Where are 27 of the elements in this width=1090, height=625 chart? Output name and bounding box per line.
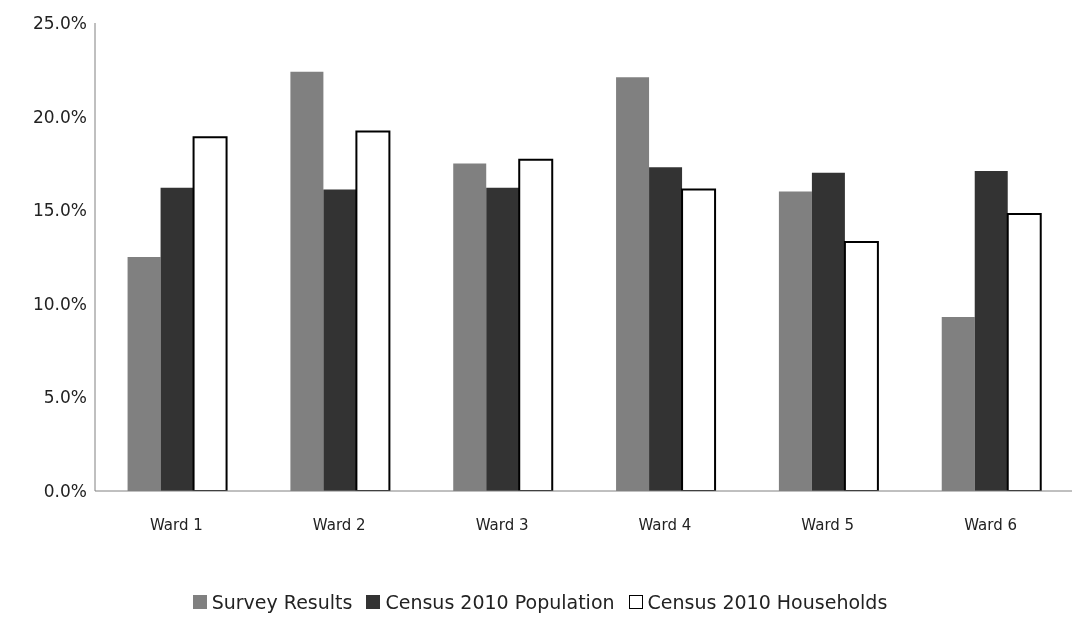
bar <box>486 187 520 491</box>
x-tick-label: Ward 3 <box>475 515 529 534</box>
x-tick-label: Ward 2 <box>312 515 366 534</box>
x-tick-label: Ward 1 <box>150 515 203 534</box>
x-tick-label: Ward 6 <box>964 515 1017 534</box>
x-tick-label: Ward 4 <box>638 515 692 534</box>
bar <box>355 130 391 491</box>
legend-label: Survey Results <box>210 591 353 613</box>
bar <box>192 136 228 491</box>
y-tick-label: 10.0% <box>32 293 87 314</box>
x-tick-label: Ward 5 <box>801 515 855 534</box>
y-tick-label: 15.0% <box>32 200 87 221</box>
y-tick-label: 20.0% <box>32 106 87 127</box>
bar <box>681 188 717 491</box>
bar <box>649 167 683 491</box>
bar <box>518 158 554 491</box>
y-tick-label: 5.0% <box>43 387 87 408</box>
bar <box>843 241 879 491</box>
y-tick-label: 0.0% <box>43 481 87 502</box>
bar <box>160 187 194 491</box>
bar <box>974 170 1008 491</box>
bar <box>323 189 357 491</box>
legend-label: Census 2010 Population <box>384 591 615 613</box>
bar <box>811 172 845 491</box>
y-tick-label: 25.0% <box>32 13 87 34</box>
legend-label: Census 2010 Households <box>646 591 888 613</box>
bar <box>1006 212 1042 491</box>
